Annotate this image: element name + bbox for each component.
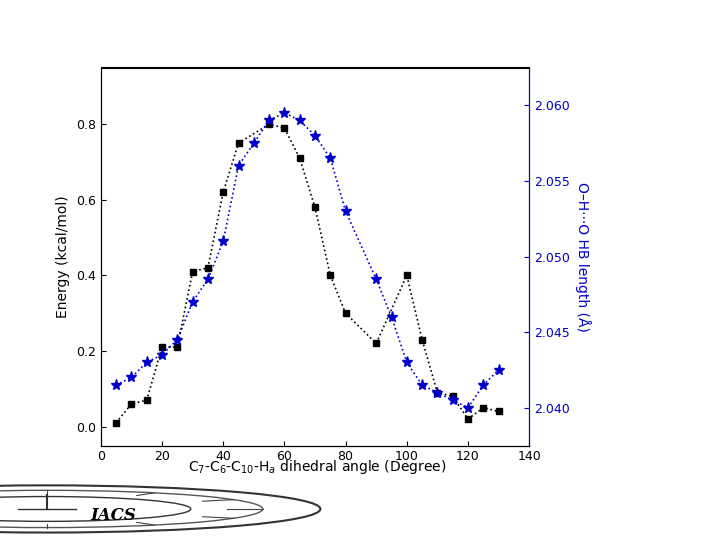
Y-axis label: Energy (kcal/mol): Energy (kcal/mol): [56, 195, 71, 318]
Text: Energetic and geometric correlation between the CH···O and OH···O  H- bonds: Energetic and geometric correlation betw…: [26, 16, 694, 30]
Y-axis label: O–H···O HB length (Å): O–H···O HB length (Å): [575, 181, 591, 332]
Text: C$_7$-C$_6$-C$_{10}$-H$_a$ dihedral angle (Degree): C$_7$-C$_6$-C$_{10}$-H$_a$ dihedral angl…: [188, 458, 446, 476]
Text: IACS: IACS: [90, 507, 136, 524]
